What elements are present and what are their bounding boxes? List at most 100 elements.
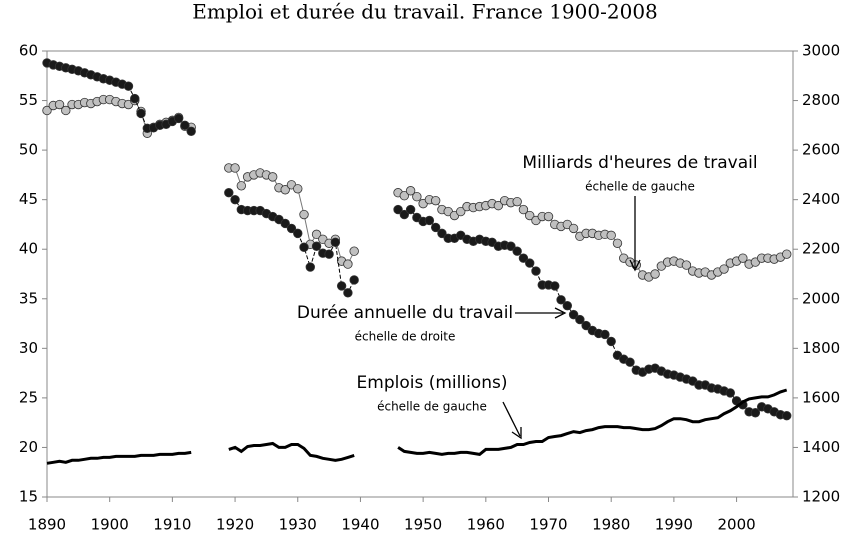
series-point bbox=[136, 108, 146, 119]
annotation-bg bbox=[285, 301, 525, 337]
series-point bbox=[293, 184, 303, 194]
legend-note: échelle de droite bbox=[355, 330, 456, 344]
series-point bbox=[738, 253, 748, 263]
series-point bbox=[230, 194, 240, 205]
series-line bbox=[46, 388, 788, 465]
y-tick-label: 35 bbox=[19, 289, 38, 307]
series-point bbox=[42, 105, 52, 116]
series-point bbox=[430, 222, 441, 233]
y-tick-label: 30 bbox=[19, 339, 38, 357]
series-point bbox=[518, 204, 529, 215]
series-point bbox=[625, 357, 635, 367]
y2-tick-label: 2600 bbox=[802, 141, 840, 159]
series-point bbox=[412, 191, 422, 202]
annotation-arrowhead bbox=[511, 427, 522, 440]
annotation-arrow bbox=[502, 401, 521, 437]
plot-frame bbox=[46, 50, 794, 498]
series-point bbox=[324, 249, 334, 259]
x-tick-label: 1960 bbox=[467, 516, 505, 534]
series-point bbox=[61, 105, 71, 116]
series-point bbox=[293, 228, 303, 239]
series-point bbox=[305, 262, 315, 272]
series-point bbox=[493, 200, 504, 211]
y2-tick-label: 1200 bbox=[802, 488, 840, 506]
series-point bbox=[512, 196, 522, 207]
series-point bbox=[681, 260, 692, 270]
series-point bbox=[286, 223, 297, 234]
series-point bbox=[267, 172, 278, 182]
series-point bbox=[719, 264, 729, 274]
series-point bbox=[531, 266, 541, 276]
series-point bbox=[280, 185, 290, 195]
y-tick-label: 40 bbox=[19, 240, 38, 258]
series-point bbox=[437, 228, 447, 239]
annotation-arrowhead bbox=[554, 307, 567, 319]
series-point bbox=[399, 209, 410, 220]
x-tick-label: 1910 bbox=[153, 516, 191, 534]
series-point bbox=[405, 204, 416, 215]
series-point bbox=[311, 229, 322, 240]
y-tick-label: 60 bbox=[19, 42, 38, 60]
series-point bbox=[568, 309, 579, 320]
series-point bbox=[130, 93, 140, 104]
series-point bbox=[343, 259, 353, 269]
y-tick-label: 20 bbox=[19, 438, 38, 456]
series-point bbox=[456, 206, 466, 217]
series-point bbox=[725, 388, 736, 398]
y2-tick-label: 2400 bbox=[802, 190, 840, 208]
x-tick-label: 2000 bbox=[717, 516, 755, 534]
series-point bbox=[606, 230, 616, 241]
series-point bbox=[349, 275, 359, 285]
annotation-arrowhead bbox=[629, 259, 641, 272]
series-point bbox=[543, 211, 554, 222]
y-tick-label: 55 bbox=[19, 91, 38, 109]
y-tick-label: 50 bbox=[19, 141, 38, 159]
series-point bbox=[393, 204, 403, 215]
series-point bbox=[606, 336, 616, 347]
series-point bbox=[506, 241, 516, 251]
series-point bbox=[562, 301, 573, 311]
series-point bbox=[399, 191, 410, 201]
series-point bbox=[123, 81, 134, 91]
x-tick-label: 1950 bbox=[404, 516, 442, 534]
annotation-bg bbox=[312, 371, 552, 407]
legend-label: Milliards d'heures de travail bbox=[522, 153, 757, 173]
series-point bbox=[556, 295, 566, 305]
y2-tick-label: 1800 bbox=[802, 339, 840, 357]
series-point bbox=[518, 253, 529, 263]
y-tick-label: 45 bbox=[19, 190, 38, 208]
series-point bbox=[750, 408, 761, 418]
series-point bbox=[299, 242, 309, 252]
series-point bbox=[612, 238, 623, 248]
series-point bbox=[173, 113, 184, 124]
series-point bbox=[512, 246, 522, 256]
series-point bbox=[336, 281, 347, 291]
y-tick-label: 15 bbox=[19, 488, 38, 506]
series-point bbox=[430, 195, 441, 206]
series-point bbox=[650, 269, 660, 279]
legend-label: Emplois (millions) bbox=[357, 373, 508, 393]
legend-note: échelle de gauche bbox=[585, 180, 695, 194]
series-point bbox=[186, 126, 196, 136]
y-tick-label: 25 bbox=[19, 388, 38, 406]
x-tick-label: 1940 bbox=[341, 516, 379, 534]
series-point bbox=[782, 249, 792, 259]
y2-tick-label: 2200 bbox=[802, 240, 840, 258]
series-point bbox=[349, 246, 359, 256]
y2-tick-label: 2800 bbox=[802, 91, 840, 109]
y2-tick-label: 1400 bbox=[802, 438, 840, 456]
series-point bbox=[230, 163, 240, 173]
series-point bbox=[236, 181, 247, 191]
series-point bbox=[424, 215, 435, 226]
series-point bbox=[782, 411, 792, 421]
x-tick-label: 1930 bbox=[279, 516, 317, 534]
legend-label: Durée annuelle du travail bbox=[297, 303, 513, 323]
x-tick-label: 1990 bbox=[655, 516, 693, 534]
y2-tick-label: 1600 bbox=[802, 388, 840, 406]
series-point bbox=[581, 320, 591, 331]
series-point bbox=[405, 186, 416, 196]
annotation-bg bbox=[520, 151, 760, 187]
series-point bbox=[525, 258, 535, 268]
series-point bbox=[525, 210, 535, 221]
